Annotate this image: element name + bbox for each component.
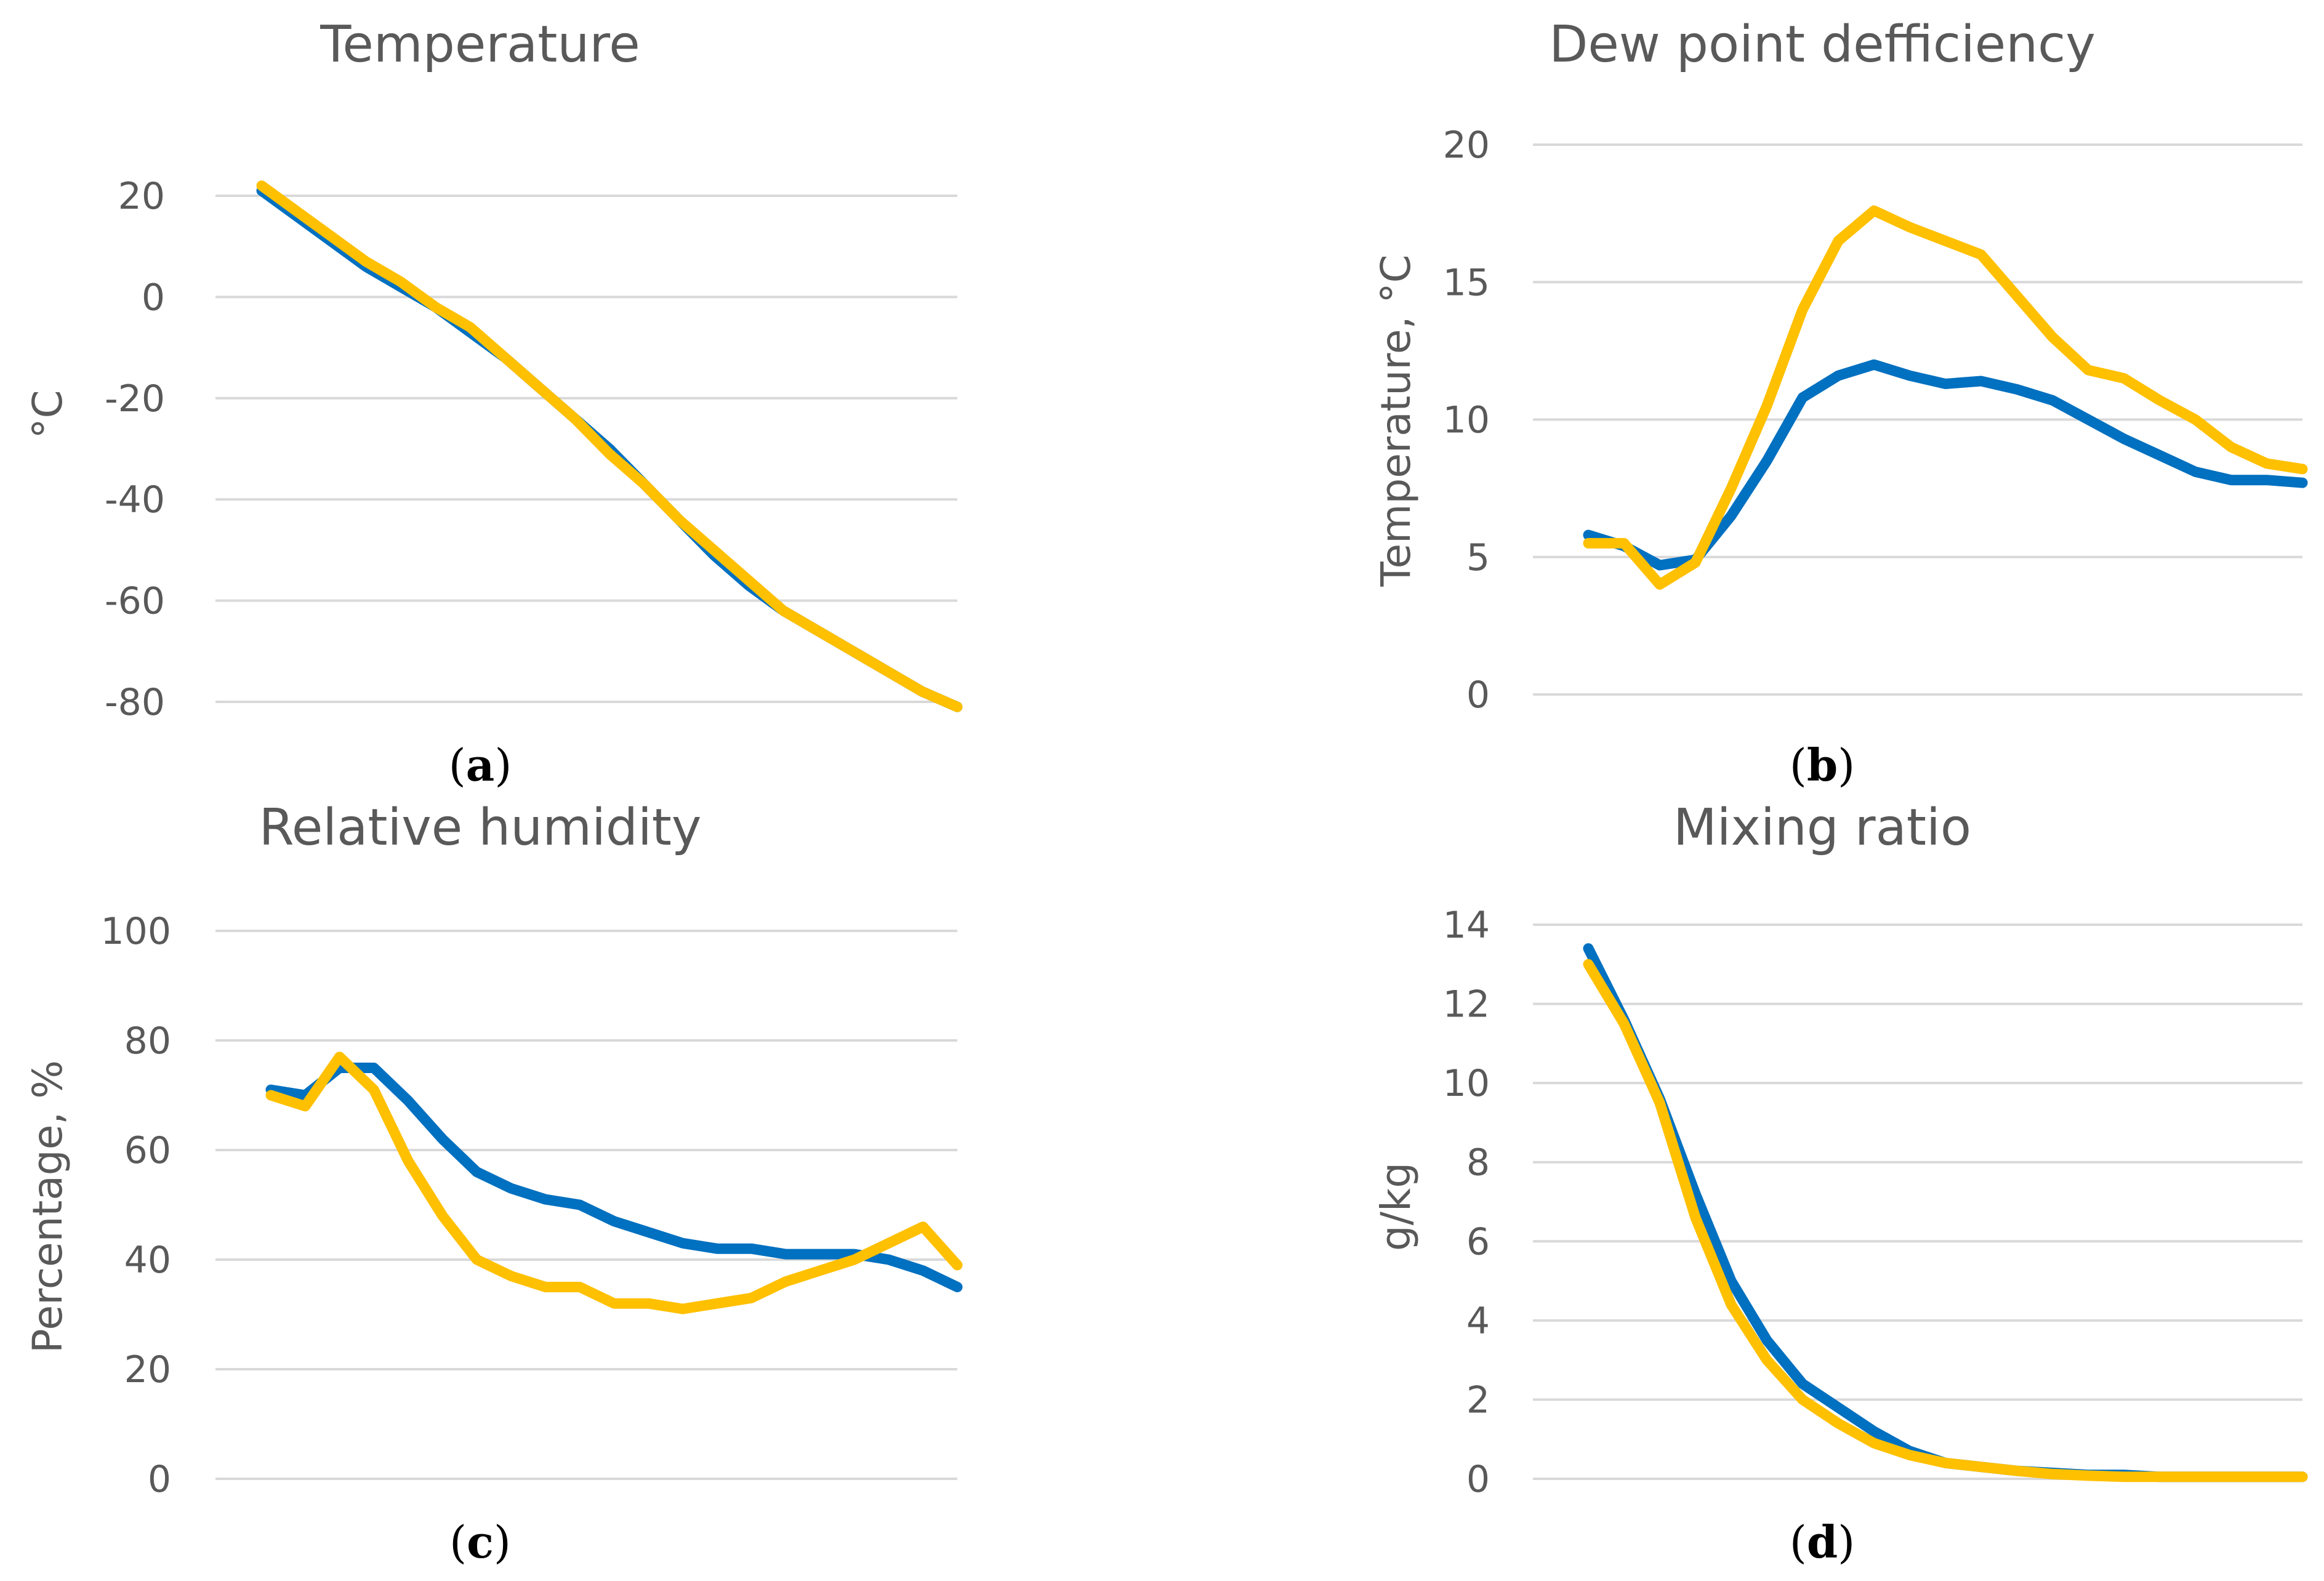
y-tick-label: -60 (105, 580, 165, 623)
chart-relative-humidity: Relative humidity Percentage, % 100 80 60 4… (24, 799, 963, 1568)
y-tick-label: -20 (105, 377, 165, 420)
series-line-1 (1583, 359, 2308, 571)
panel-label-d: (d) (1790, 1516, 1856, 1568)
y-tick-label: 10 (1443, 1062, 1490, 1105)
y-tick-label: 100 (100, 910, 171, 953)
y-tick-label: 12 (1443, 983, 1490, 1026)
chart-mixing-ratio: Mixing ratio g/kg 14 12 10 8 6 4 2 0 (d) (1372, 799, 2308, 1568)
y-axis-label: g/kg (1372, 1162, 1420, 1251)
y-tick-label: -40 (105, 478, 165, 521)
y-tick-label: 20 (124, 1348, 171, 1391)
y-tick-label: 0 (148, 1458, 171, 1501)
panel-label-a: (a) (449, 739, 512, 791)
panel-label-b: (b) (1790, 739, 1856, 791)
y-tick-label: 60 (124, 1129, 171, 1172)
panel-label-c: (c) (449, 1516, 511, 1568)
chart-title: Relative humidity (259, 799, 702, 857)
y-tick-label: 0 (1466, 674, 1490, 717)
y-tick-label: 4 (1466, 1300, 1490, 1343)
y-tick-label: 15 (1443, 261, 1490, 304)
chart-temperature: Temperature °C 20 0 -20 -40 -60 -80 (a) (24, 15, 963, 791)
y-tick-label: 6 (1466, 1220, 1490, 1263)
y-axis-label: °C (24, 390, 71, 438)
y-tick-label: 20 (118, 175, 165, 218)
series-line-2 (265, 1052, 963, 1314)
y-tick-label: 14 (1443, 904, 1490, 947)
y-tick-label: -80 (105, 681, 165, 724)
y-axis-label: Percentage, % (24, 1060, 71, 1353)
y-tick-label: 0 (142, 276, 165, 319)
y-tick-label: 8 (1466, 1141, 1490, 1185)
y-tick-label: 10 (1443, 399, 1490, 442)
y-tick-label: 20 (1443, 124, 1490, 167)
series-line-2 (1583, 205, 2308, 590)
y-tick-label: 5 (1466, 536, 1490, 579)
series-line-2 (256, 180, 963, 712)
y-tick-label: 80 (124, 1020, 171, 1063)
chart-title: Temperature (320, 15, 640, 74)
y-tick-label: 2 (1466, 1378, 1490, 1422)
series-line-2 (1583, 959, 2308, 1482)
chart-title: Dew point defficiency (1549, 15, 2096, 74)
chart-title: Mixing ratio (1673, 799, 1971, 857)
series-line-1 (265, 1063, 963, 1292)
y-tick-label: 0 (1466, 1458, 1490, 1501)
y-axis-label: Temperature, °C (1372, 254, 1420, 587)
y-tick-label: 40 (124, 1239, 171, 1282)
chart-dew-point-defficiency: Dew point defficiency Temperature, °C 20… (1372, 15, 2308, 791)
